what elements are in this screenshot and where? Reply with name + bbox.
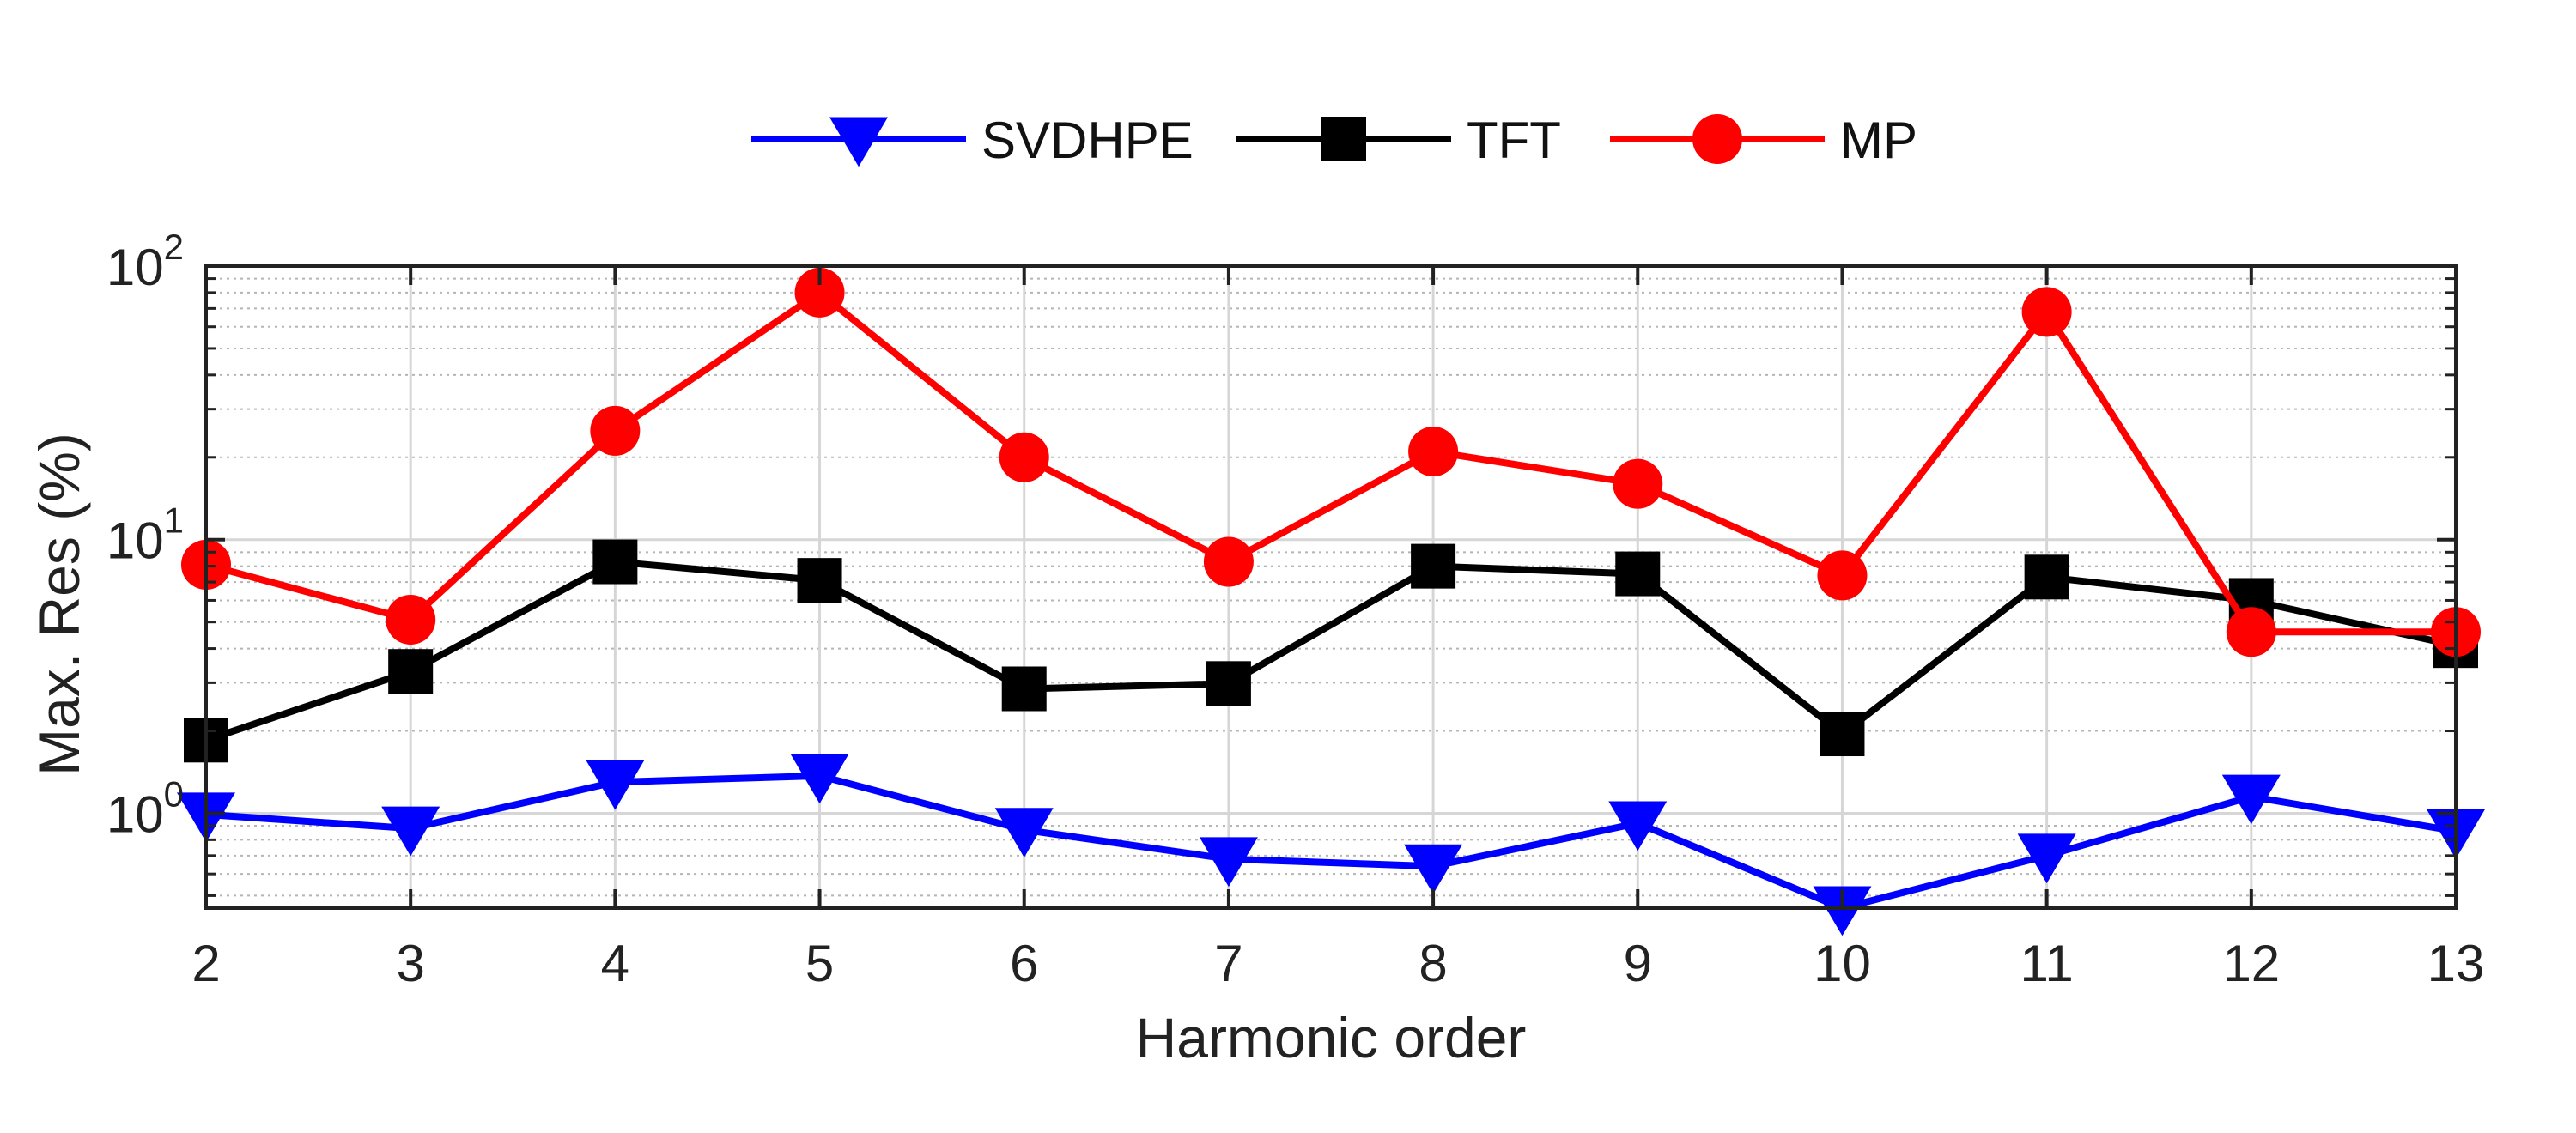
data-point-mp [1613, 458, 1663, 509]
x-tick-label: 3 [396, 935, 424, 992]
x-tick-label: 4 [601, 935, 629, 992]
data-point-svdhpe [1608, 801, 1668, 851]
data-point-tft [1615, 551, 1661, 597]
data-point-tft [797, 558, 842, 603]
series-tft [184, 539, 2478, 763]
data-point-mp [1408, 427, 1459, 477]
x-tick-label: 11 [2020, 935, 2073, 992]
data-point-mp [2021, 287, 2072, 337]
data-point-svdhpe [994, 808, 1054, 858]
y-axis-label: Max. Res (%) [27, 433, 91, 776]
data-point-tft [2024, 554, 2069, 600]
data-point-tft [1001, 666, 1047, 712]
data-point-mp [590, 405, 641, 456]
x-tick-label: 7 [1214, 935, 1242, 992]
x-tick-label: 13 [2427, 935, 2485, 992]
plot-series [177, 267, 2485, 936]
plot-frame [204, 264, 2458, 910]
x-tick-label: 6 [1010, 935, 1038, 992]
legend-item-tft: TFT [1236, 112, 1561, 169]
data-point-svdhpe [1404, 844, 1463, 894]
legend-marker-svdhpe [829, 117, 888, 167]
data-point-tft [1206, 661, 1251, 706]
x-tick-label: 10 [1814, 935, 1871, 992]
data-point-svdhpe [586, 760, 645, 810]
data-point-mp [794, 267, 845, 318]
data-point-mp [999, 432, 1049, 482]
x-tick-label: 5 [805, 935, 834, 992]
data-point-mp [386, 594, 436, 645]
data-point-mp [1817, 550, 1868, 601]
data-point-tft [1411, 543, 1456, 589]
legend-item-svdhpe: SVDHPE [751, 112, 1194, 169]
y-tick-label: 101 [106, 500, 184, 570]
x-tick-label: 12 [2222, 935, 2280, 992]
legend-marker-mp [1692, 114, 1742, 164]
legend-label-mp: MP [1840, 112, 1917, 169]
data-point-mp [2226, 607, 2276, 657]
y-tick-label: 100 [106, 773, 184, 843]
x-tick-label: 8 [1419, 935, 1447, 992]
legend-marker-tft [1321, 117, 1366, 161]
data-point-svdhpe [1813, 886, 1872, 936]
axis-ticks: 2 3 4 5 6 7 8 9 10 11 12 13 100 101 102 [106, 227, 2484, 992]
data-point-svdhpe [381, 806, 440, 857]
x-tick-label: 9 [1624, 935, 1652, 992]
data-point-svdhpe [1199, 837, 1258, 888]
x-tick-label: 2 [191, 935, 220, 992]
y-tick-label: 102 [106, 227, 184, 296]
data-point-svdhpe [790, 754, 849, 804]
data-point-svdhpe [2017, 833, 2076, 884]
series-line-tft [204, 558, 2457, 744]
legend-label-tft: TFT [1467, 112, 1561, 169]
series-line-mp [204, 288, 2456, 636]
data-point-svdhpe [2221, 774, 2281, 825]
legend-label-svdhpe: SVDHPE [981, 112, 1194, 169]
data-point-tft [1820, 712, 1865, 757]
data-point-mp [1203, 536, 1254, 587]
x-axis-label: Harmonic order [1136, 1006, 1527, 1069]
data-point-tft [388, 649, 434, 694]
legend-item-mp: MP [1610, 112, 1917, 169]
legend: SVDHPE TFT MP [751, 112, 1917, 169]
series-line-svdhpe [205, 772, 2457, 912]
data-point-tft [592, 539, 638, 585]
